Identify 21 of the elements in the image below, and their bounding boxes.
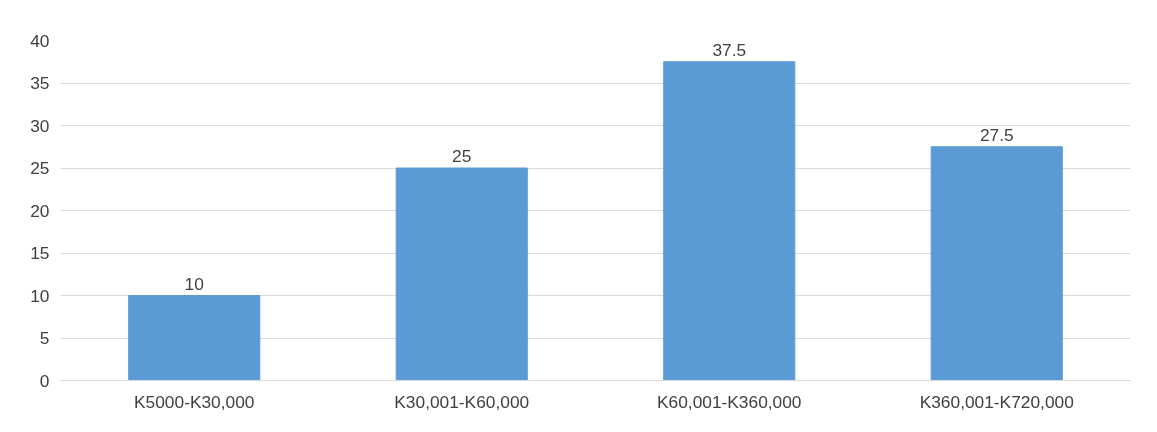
x-tick-label: K60,001-K360,000	[656, 391, 802, 412]
y-tick-label: 10	[30, 285, 50, 306]
y-tick-label: 15	[30, 243, 50, 263]
y-tick-label: 5	[39, 328, 50, 348]
bar	[395, 167, 528, 381]
data-label: 25	[452, 146, 472, 166]
x-tick-label: K360,001-K720,000	[919, 391, 1074, 412]
x-tick-label: K30,001-K60,000	[394, 391, 530, 412]
y-tick-label: 20	[30, 200, 50, 221]
y-tick-label: 40	[30, 30, 50, 51]
y-tick-label: 35	[30, 73, 50, 93]
data-label: 37.5	[712, 39, 747, 60]
data-label: 27.5	[979, 124, 1014, 145]
x-tick-label: K5000-K30,000	[134, 391, 255, 412]
y-tick-label: 25	[30, 158, 50, 178]
data-label: 10	[184, 273, 204, 294]
bar	[930, 146, 1063, 381]
bar	[128, 295, 261, 381]
y-tick-label: 30	[30, 115, 50, 136]
bar	[663, 61, 796, 381]
y-tick-label: 0	[39, 370, 50, 391]
